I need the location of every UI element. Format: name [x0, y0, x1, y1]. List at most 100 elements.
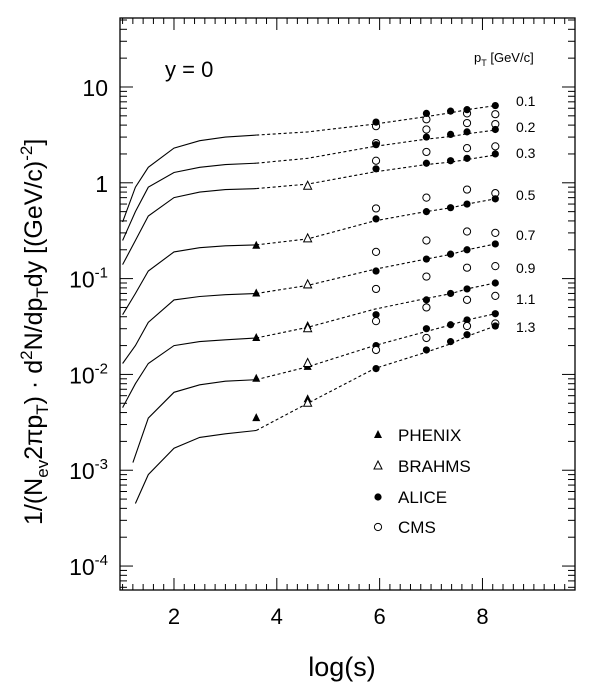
alice-point [446, 157, 455, 165]
alice-point [446, 338, 455, 346]
legend-item: CMS [373, 518, 436, 537]
alice-point [446, 130, 455, 138]
legend-item: ALICE [374, 488, 447, 507]
alice-point [422, 133, 431, 141]
alice-point [491, 279, 499, 287]
legend-marker [373, 522, 383, 532]
phenix-point [252, 413, 261, 422]
cms-point [462, 227, 472, 236]
alice-point [491, 125, 499, 134]
cms-point [491, 110, 500, 119]
alice-point [463, 316, 471, 324]
pt-label: 1.1 [516, 291, 536, 307]
alice-point [491, 240, 499, 248]
y-tick-label: 10 [82, 75, 108, 101]
pt-label: 0.7 [516, 227, 536, 243]
data-markers [252, 101, 500, 422]
legend-label: PHENIX [398, 426, 461, 445]
alice-point [491, 101, 499, 110]
cms-point [422, 236, 431, 245]
brahms-point [302, 397, 313, 407]
x-tick-labels: 2 4 6 8 [168, 604, 489, 629]
x-tick-label: 8 [476, 604, 488, 629]
alice-point [446, 204, 455, 212]
cms-point [462, 295, 472, 304]
alice-point [491, 150, 499, 158]
cms-point [371, 204, 381, 213]
cms-point [491, 142, 500, 151]
model-curve-solid [134, 429, 257, 504]
cms-point [371, 156, 381, 165]
alice-point [422, 325, 431, 333]
legend: PHENIX BRAHMS ALICE CMS [373, 426, 471, 537]
x-tick-label: 4 [271, 604, 283, 629]
alice-point [422, 296, 431, 304]
alice-point [372, 365, 380, 373]
cms-point [422, 125, 431, 134]
legend-label: CMS [398, 518, 436, 537]
alice-point [446, 321, 455, 329]
model-curve-solid [122, 292, 257, 364]
model-curve-solid [132, 379, 257, 463]
alice-point [446, 250, 455, 258]
y-tick-label: 10-1 [69, 265, 108, 293]
x-axis-label: log(s) [308, 652, 376, 682]
alice-point [463, 246, 471, 254]
cms-point [462, 185, 472, 194]
pt-label: 0.1 [516, 93, 536, 109]
alice-point [491, 195, 499, 203]
legend-marker [374, 493, 382, 501]
alice-point [422, 109, 431, 118]
model-curve-solid [122, 188, 257, 265]
phenix-point [252, 373, 261, 382]
cms-point [422, 303, 431, 312]
cms-point [491, 291, 500, 300]
cms-point [422, 333, 431, 343]
x-tick-label: 6 [374, 604, 386, 629]
y-axis-label: 1/(Nev2πpT) · d2N/dpTdy [(GeV/c)-2] [17, 139, 52, 525]
pt-label: 0.3 [516, 145, 536, 161]
pt-header: pT [GeV/c] [474, 50, 534, 68]
x-tick-label: 2 [168, 604, 180, 629]
legend-item: PHENIX [374, 426, 461, 445]
model-curve-solid [122, 244, 257, 315]
pt-label: 0.5 [516, 187, 536, 203]
phenix-point [252, 288, 261, 297]
legend-label: ALICE [398, 488, 447, 507]
legend-marker [374, 430, 382, 438]
alice-point [422, 159, 431, 167]
alice-point [491, 310, 499, 318]
cms-point [491, 228, 500, 237]
model-curve-solid [122, 134, 257, 223]
alice-point [463, 331, 471, 339]
alice-point [372, 267, 380, 275]
y-tick-label: 10-2 [69, 360, 108, 388]
cms-point [462, 263, 472, 272]
model-curve-solid [122, 337, 257, 408]
cms-point [371, 284, 381, 294]
brahms-point [302, 232, 313, 243]
y-tick-label: 10-4 [69, 552, 108, 580]
alice-point [372, 165, 380, 173]
legend-label: BRAHMS [398, 457, 471, 476]
alice-point [372, 215, 380, 223]
alice-point [463, 200, 471, 208]
cms-point [371, 317, 381, 326]
cms-point [422, 272, 431, 281]
brahms-point [302, 278, 313, 289]
cms-point [371, 247, 381, 257]
cms-point [462, 144, 472, 153]
alice-point [463, 285, 471, 293]
alice-point [491, 322, 499, 330]
alice-point [422, 255, 431, 263]
axis-ticks [120, 18, 575, 590]
pt-labels: 0.1 0.2 0.3 0.5 0.7 0.9 1.1 1.3 [516, 93, 536, 335]
alice-point [446, 107, 455, 115]
alice-point [422, 208, 431, 216]
cms-point [462, 321, 472, 331]
alice-point [372, 118, 380, 126]
alice-point [463, 128, 471, 136]
plot-frame [119, 17, 576, 591]
y-tick-labels: 10 1 10-1 10-2 10-3 10-4 [69, 75, 108, 580]
